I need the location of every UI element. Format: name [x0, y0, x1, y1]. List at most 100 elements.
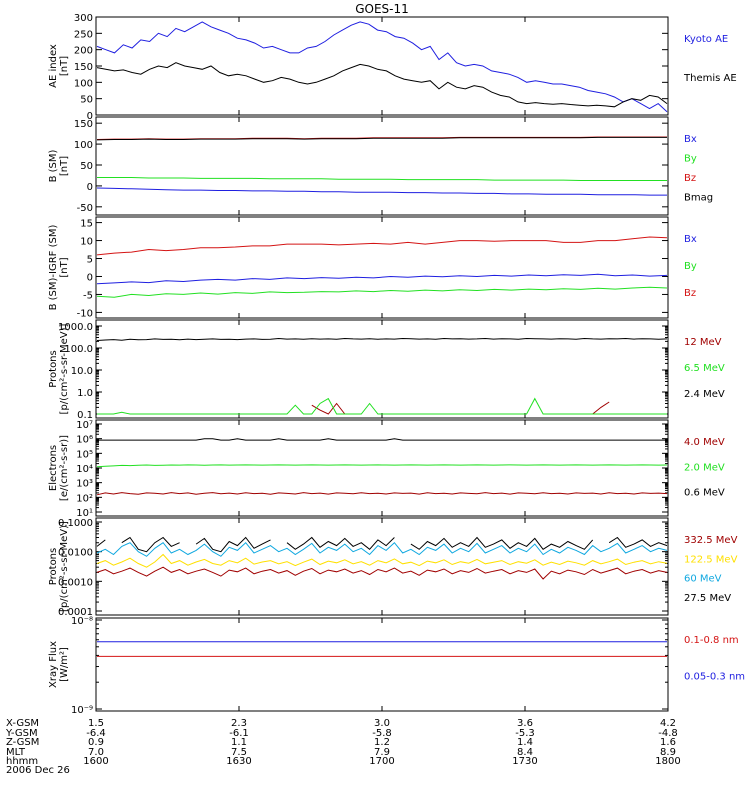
- x-axis-value: 1.1: [231, 737, 247, 748]
- x-axis-value: -5.8: [372, 728, 392, 739]
- panel-6: 0.0001 0.0010 0.0100 0.1000 Protons [p/(cm²-s…: [48, 517, 738, 618]
- x-axis-value: 1600: [83, 756, 108, 767]
- x-axis-value: 1.6: [660, 737, 676, 748]
- y-tick-label: 10: [80, 237, 93, 248]
- legend-entry: Bz: [684, 288, 696, 299]
- series-line-bx: [96, 187, 667, 196]
- x-axis-value: 7.9: [374, 747, 390, 758]
- y-tick-label: -10: [77, 308, 93, 319]
- y-tick-label: 0: [87, 111, 93, 122]
- date-label: 2006 Dec 26: [6, 765, 70, 776]
- panel-frame: [95, 116, 669, 216]
- series-line-12-mev: [311, 401, 610, 415]
- y-tick-label: 10¹: [76, 508, 93, 519]
- legend-entry: 2.4 MeV: [684, 389, 725, 400]
- x-axis-value: 1630: [226, 756, 251, 767]
- series-line-themis-ae: [96, 62, 668, 108]
- legend-entry: Kyoto AE: [684, 34, 728, 45]
- series-line-by: [97, 177, 667, 181]
- legend-entry: 2.0 MeV: [684, 462, 725, 473]
- legend-entry: 332.5 MeV: [684, 535, 738, 546]
- y-tick-label: 0.1: [77, 410, 93, 421]
- y-tick-label: 15: [80, 219, 93, 230]
- figure-title: GOES-11: [355, 2, 409, 16]
- legend-entry: Bz: [684, 173, 696, 184]
- panel-frame: [95, 216, 669, 319]
- legend-entry: 27.5 MeV: [684, 593, 731, 604]
- y-tick-label: 0.1000: [58, 518, 93, 529]
- legend-entry: Bx: [684, 134, 697, 145]
- x-axis-value: 4.2: [660, 718, 676, 729]
- y-axis-label: [p/(cm²-s-sr-MeV)]: [59, 323, 70, 414]
- series-line-27-5-mev: [96, 536, 668, 553]
- legend-entry: By: [684, 261, 697, 272]
- panel-5: 10¹ 10² 10³ 10⁴ 10⁵ 10⁶ 10⁷ Electrons [e/(cm²-s-…: [48, 419, 725, 519]
- y-tick-label: 100.0: [64, 344, 93, 355]
- x-axis-value: 1700: [369, 756, 394, 767]
- panel-7: 10⁻⁹ 10⁻⁸ Xray Flux [W/m²] 0.1-0.8 nm 0.05-0.…: [48, 616, 745, 716]
- x-axis-value: 7.0: [88, 747, 104, 758]
- y-tick-label: 50: [80, 161, 93, 172]
- legend-entry: By: [684, 154, 697, 165]
- panel-1: 0 50 100 150 200 250 300 AE index [nT] Kyoto AE Th…: [48, 13, 737, 122]
- legend-entry: 12 MeV: [684, 337, 722, 348]
- x-axis-value: 8.9: [660, 747, 676, 758]
- y-axis-label: [p/(cm²-s-sr-MeV)]: [59, 521, 70, 612]
- panel-3: -10 -5 0 5 10 15 B (SM)-IGRF (SM) [nT] Bx By Bz: [48, 216, 697, 319]
- y-axis-label: Xray Flux: [48, 641, 59, 688]
- x-axis-value: 3.0: [374, 718, 390, 729]
- x-axis-value: 1.5: [88, 718, 104, 729]
- series-line-2-4-mev: [96, 337, 668, 341]
- x-axis-value: -6.1: [229, 728, 249, 739]
- y-tick-label: 300: [74, 13, 93, 24]
- y-tick-label: 0.0100: [58, 548, 93, 559]
- x-axis-value: 1.4: [517, 737, 533, 748]
- series-line-bz: [96, 236, 668, 256]
- legend-entry: Bmag: [684, 193, 713, 204]
- y-axis-label: [W/m²]: [59, 647, 70, 682]
- series-line-60-mev: [96, 541, 668, 557]
- x-axis-value: 1730: [512, 756, 537, 767]
- series-line-6-5-mev: [97, 397, 667, 415]
- panel-frame: [95, 319, 669, 419]
- y-tick-label: 10²: [76, 493, 93, 504]
- x-axis-value: 3.6: [517, 718, 533, 729]
- x-axis-value: 1800: [655, 756, 680, 767]
- legend-entry: 6.5 MeV: [684, 363, 725, 374]
- y-axis-label: [e/(cm²-s-sr)]: [59, 435, 70, 501]
- y-tick-label: 250: [74, 29, 93, 40]
- y-axis-label: [nT]: [59, 56, 70, 76]
- y-tick-label: 10⁻⁹: [71, 705, 93, 716]
- panel-2: -50 0 50 100 150 B (SM) [nT] Bx By Bz Bmag: [48, 116, 713, 216]
- y-axis-label: Protons: [48, 548, 59, 585]
- y-tick-label: 100: [74, 140, 93, 151]
- y-tick-label: 10³: [76, 479, 93, 490]
- x-axis-value: 8.4: [517, 747, 533, 758]
- panel-frame: [95, 617, 669, 712]
- x-axis-value: 0.9: [88, 737, 104, 748]
- y-tick-label: 1.0: [77, 388, 93, 399]
- y-axis-label: B (SM): [48, 149, 59, 182]
- panel-frame: [95, 16, 669, 116]
- series-line-4-0-mev: [96, 492, 668, 496]
- y-axis-label: Protons: [48, 350, 59, 387]
- y-tick-label: 50: [80, 95, 93, 106]
- legend-entry: Bx: [684, 234, 697, 245]
- x-axis-value: -6.4: [86, 728, 106, 739]
- y-tick-label: 10⁷: [76, 420, 93, 431]
- y-tick-label: 150: [74, 62, 93, 73]
- series-line-by: [96, 286, 668, 298]
- y-tick-label: 10⁵: [76, 449, 93, 460]
- panel-frame: [95, 419, 669, 517]
- y-tick-label: -5: [83, 290, 93, 301]
- y-tick-label: 150: [74, 119, 93, 130]
- x-axis-row-label: MLT: [6, 747, 26, 758]
- x-axis-value: 1.2: [374, 737, 390, 748]
- series-line-bx: [96, 273, 668, 285]
- y-axis-label: B (SM)-IGRF (SM): [48, 225, 59, 311]
- y-axis-label: [nT]: [59, 156, 70, 176]
- series-line-122-5-mev: [96, 553, 668, 568]
